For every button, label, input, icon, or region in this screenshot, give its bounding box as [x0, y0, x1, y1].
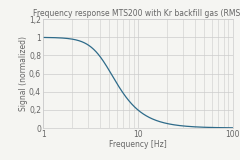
- Y-axis label: Signal (normalized): Signal (normalized): [19, 36, 28, 111]
- Title: Frequency response MTS200 with Kr backfill gas (RMS): Frequency response MTS200 with Kr backfi…: [33, 9, 240, 18]
- X-axis label: Frequency [Hz]: Frequency [Hz]: [109, 140, 167, 149]
